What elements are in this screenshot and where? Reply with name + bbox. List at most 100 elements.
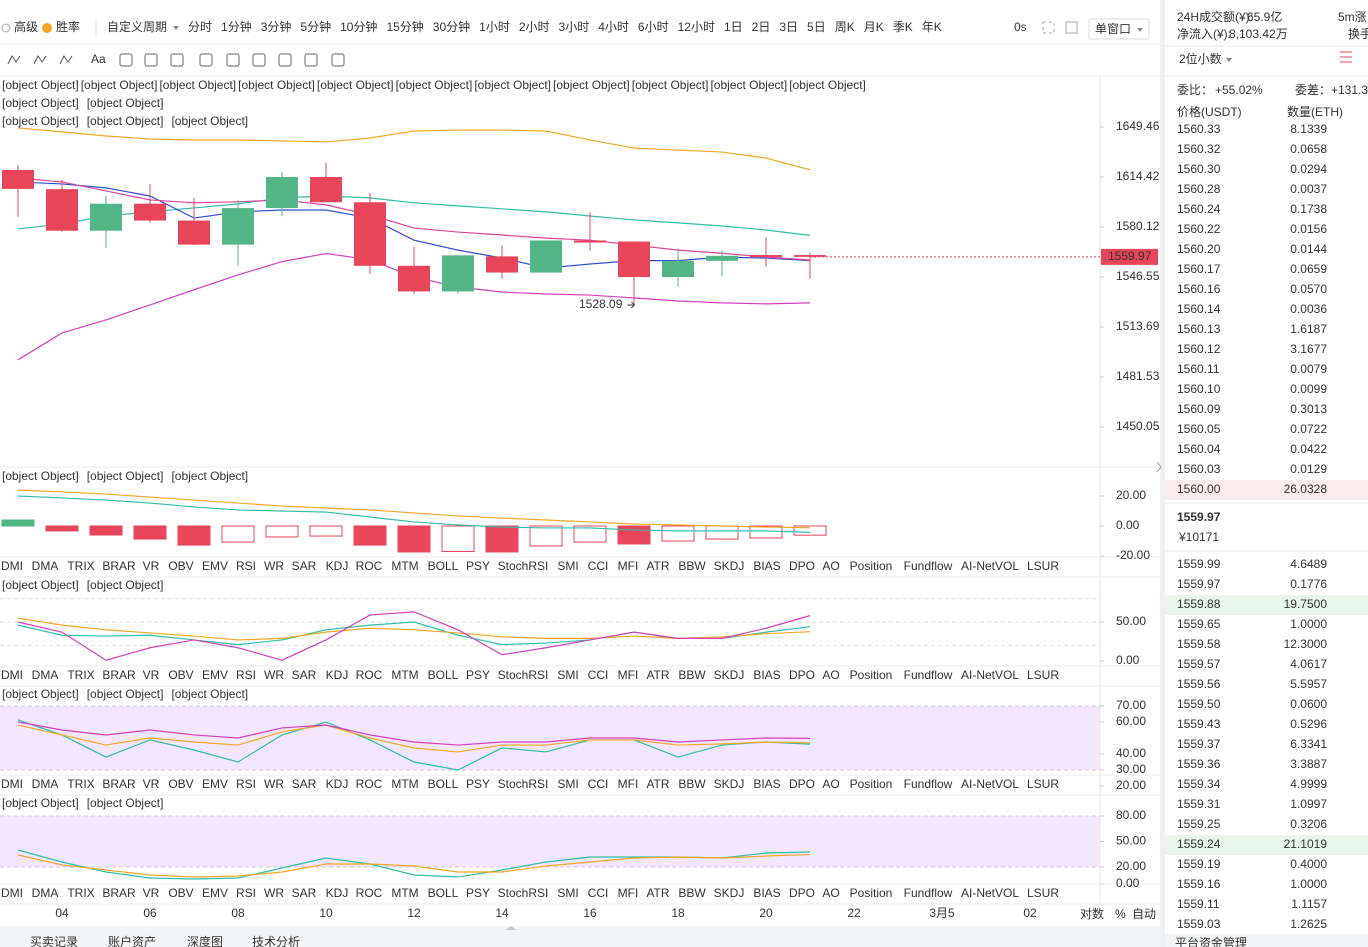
indicator-tab[interactable]: PSY: [466, 559, 490, 573]
indicator-tab[interactable]: BOLL: [428, 777, 459, 791]
indicator-tab[interactable]: DMA: [32, 559, 59, 573]
indicator-tab[interactable]: BBW: [678, 559, 706, 573]
period-tab[interactable]: 10分钟: [340, 19, 377, 34]
indicator-tab[interactable]: BIAS: [753, 668, 780, 682]
period-tab[interactable]: 4小时: [598, 20, 629, 34]
indicator-tab[interactable]: BBW: [678, 886, 706, 900]
indicator-tab[interactable]: RSI: [236, 559, 256, 573]
indicator-tab[interactable]: MTM: [391, 777, 418, 791]
indicator-tab[interactable]: Fundflow: [904, 668, 953, 682]
indicator-tab[interactable]: Position: [850, 777, 893, 791]
indicator-tab[interactable]: ROC: [356, 668, 383, 682]
indicator-tab[interactable]: MFI: [618, 668, 639, 682]
period-tab[interactable]: 3分钟: [261, 19, 292, 34]
indicator-tab[interactable]: SMI: [557, 886, 578, 900]
indicator-tab[interactable]: ATR: [646, 886, 669, 900]
indicator-tab[interactable]: BIAS: [753, 886, 780, 900]
indicator-tab[interactable]: SKDJ: [714, 777, 745, 791]
indicator-tab[interactable]: EMV: [202, 886, 228, 900]
indicator-tab[interactable]: CCI: [588, 777, 609, 791]
indicator-tab[interactable]: SMI: [557, 668, 578, 682]
indicator-tab[interactable]: AO: [822, 668, 839, 682]
tool-icon[interactable]: [7, 55, 21, 65]
bottom-tab[interactable]: 买卖记录: [30, 935, 78, 947]
indicator-tab[interactable]: DPO: [789, 559, 815, 573]
indicator-tab[interactable]: WR: [264, 777, 284, 791]
indicator-tab[interactable]: CCI: [588, 886, 609, 900]
tool-icon[interactable]: [59, 55, 73, 65]
period-tab[interactable]: 周K: [835, 20, 855, 34]
toolbar-item[interactable]: 高级: [14, 19, 38, 34]
period-tab[interactable]: 30分钟: [433, 19, 470, 34]
axis-control[interactable]: 对数: [1080, 906, 1104, 921]
indicator-tab[interactable]: MFI: [618, 777, 639, 791]
indicator-tab[interactable]: DPO: [789, 668, 815, 682]
indicator-tab[interactable]: MTM: [391, 559, 418, 573]
indicator-tab[interactable]: DMI: [1, 777, 23, 791]
indicator-tab[interactable]: SKDJ: [714, 559, 745, 573]
window-btn[interactable]: [1088, 18, 1150, 40]
indicator-tab[interactable]: Fundflow: [904, 777, 953, 791]
indicator-tab[interactable]: Fundflow: [904, 559, 953, 573]
indicator-tab[interactable]: AO: [822, 559, 839, 573]
axis-control[interactable]: 自动: [1132, 907, 1156, 921]
indicator-tab[interactable]: TRIX: [67, 668, 94, 682]
indicator-tab[interactable]: SAR: [292, 886, 317, 900]
tool-icon[interactable]: [170, 53, 184, 67]
indicator-tab[interactable]: RSI: [236, 668, 256, 682]
tool-icon[interactable]: [199, 53, 213, 67]
indicator-tab[interactable]: ATR: [646, 668, 669, 682]
expand-handle[interactable]: [505, 926, 517, 930]
indicator-tab[interactable]: TRIX: [67, 777, 94, 791]
tool-icon[interactable]: [331, 53, 345, 67]
bottom-tab[interactable]: 账户资产: [108, 934, 156, 947]
period-tab[interactable]: 2小时: [519, 20, 550, 34]
indicator-tab[interactable]: MFI: [618, 559, 639, 573]
indicator-tab[interactable]: StochRSI: [498, 559, 549, 573]
period-tab[interactable]: 2日: [752, 20, 771, 34]
indicator-tab[interactable]: BRAR: [102, 668, 136, 682]
indicator-tab[interactable]: Position: [850, 559, 893, 573]
tool-icon[interactable]: [252, 53, 266, 67]
indicator-tab[interactable]: BOLL: [428, 886, 459, 900]
indicator-tab[interactable]: ATR: [646, 777, 669, 791]
period-tab[interactable]: 分时: [188, 20, 212, 34]
indicator-tab[interactable]: BRAR: [102, 777, 136, 791]
indicator-tab[interactable]: VR: [143, 668, 160, 682]
indicator-tab[interactable]: ROC: [356, 777, 383, 791]
indicator-tab[interactable]: RSI: [236, 886, 256, 900]
indicator-tab[interactable]: CCI: [588, 668, 609, 682]
indicator-tab[interactable]: BOLL: [428, 668, 459, 682]
tool-icon[interactable]: [144, 53, 158, 67]
indicator-tab[interactable]: AO: [822, 886, 839, 900]
indicator-tab[interactable]: RSI: [236, 777, 256, 791]
period-tab[interactable]: 3日: [779, 20, 798, 34]
indicator-tab[interactable]: BBW: [678, 668, 706, 682]
period-tab[interactable]: 1小时: [479, 20, 510, 34]
indicator-tab[interactable]: Fundflow: [904, 886, 953, 900]
tool-label[interactable]: Aa: [91, 52, 106, 66]
indicator-tab[interactable]: BOLL: [428, 559, 459, 573]
axis-control[interactable]: %: [1115, 907, 1126, 921]
indicator-tab[interactable]: StochRSI: [498, 886, 549, 900]
period-menu[interactable]: 自定义周期: [107, 19, 167, 34]
indicator-tab[interactable]: VR: [143, 559, 160, 573]
indicator-tab[interactable]: DMI: [1, 559, 23, 573]
indicator-tab[interactable]: LSUR: [1027, 559, 1059, 573]
precision[interactable]: 2位小数: [1179, 51, 1222, 66]
period-tab[interactable]: 年K: [922, 20, 942, 34]
indicator-tab[interactable]: OBV: [168, 777, 193, 791]
indicator-tab[interactable]: DMI: [1, 886, 23, 900]
indicator-tab[interactable]: MTM: [391, 886, 418, 900]
indicator-tab[interactable]: AO: [822, 777, 839, 791]
tool-icon[interactable]: [33, 55, 47, 65]
indicator-tab[interactable]: KDJ: [326, 559, 349, 573]
indicator-tab[interactable]: DMA: [32, 886, 59, 900]
period-tab[interactable]: 12小时: [678, 20, 715, 34]
indicator-tab[interactable]: PSY: [466, 886, 490, 900]
indicator-tab[interactable]: EMV: [202, 668, 228, 682]
indicator-tab[interactable]: BRAR: [102, 886, 136, 900]
indicator-tab[interactable]: BRAR: [102, 559, 136, 573]
indicator-tab[interactable]: KDJ: [326, 668, 349, 682]
indicator-tab[interactable]: KDJ: [326, 777, 349, 791]
